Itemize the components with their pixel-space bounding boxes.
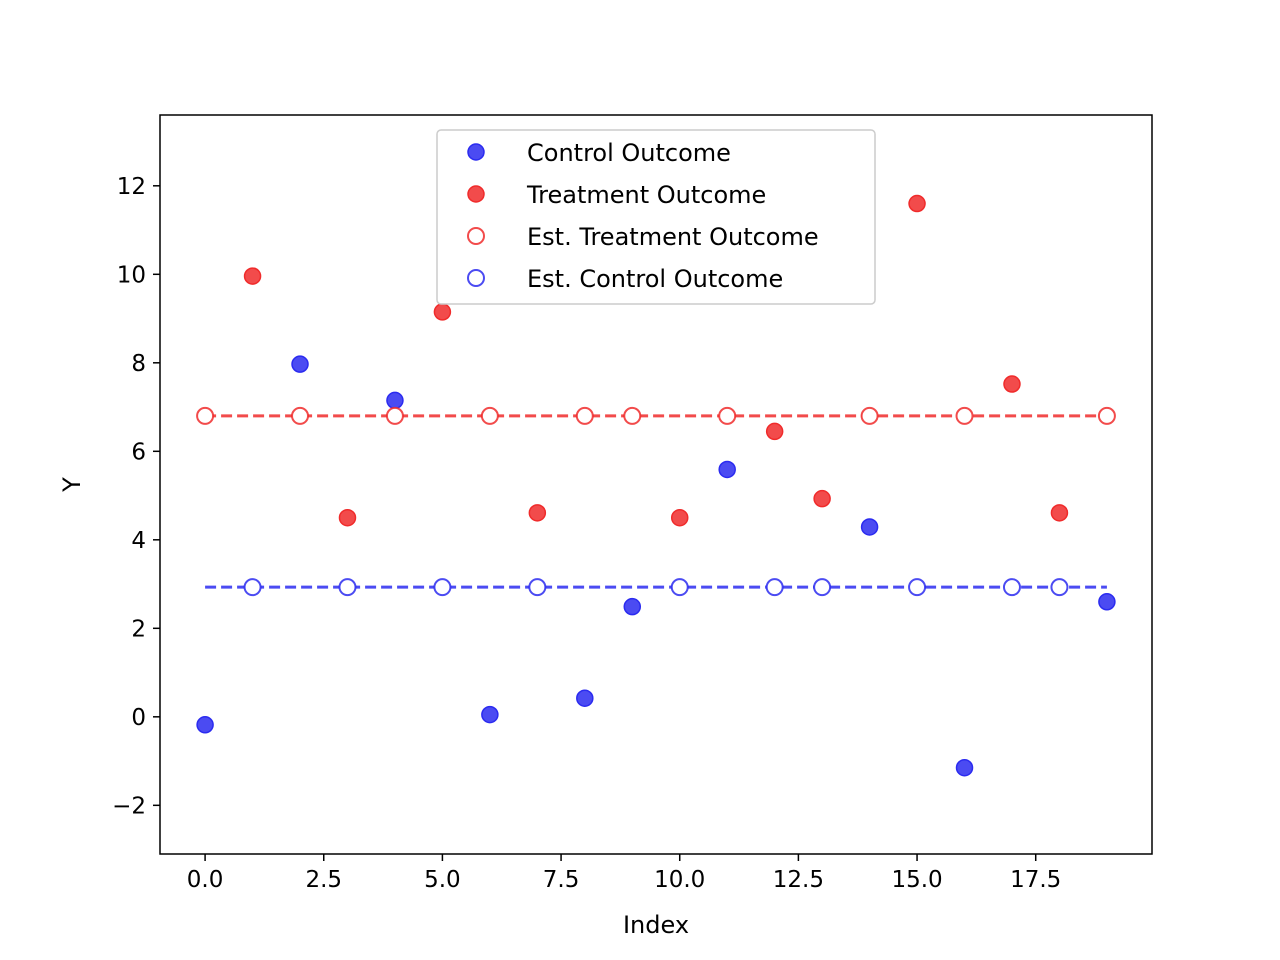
treatment-outcome-point — [338, 508, 357, 527]
y-axis-label: Y — [58, 477, 86, 493]
treatment-outcome-point — [765, 422, 784, 441]
treatment-outcome-point — [528, 504, 547, 522]
x-axis-label: Index — [623, 911, 689, 939]
treatment-outcome-point — [433, 303, 452, 321]
x-tick-label: 2.5 — [305, 867, 342, 893]
legend-marker-treatment-outcome — [467, 185, 485, 203]
est-treatment-outcome-point — [718, 406, 737, 425]
x-tick-label: 12.5 — [773, 867, 824, 893]
legend-label-est-treatment-outcome: Est. Treatment Outcome — [527, 223, 819, 251]
est-control-outcome-point — [1050, 578, 1069, 597]
control-outcome-point — [196, 716, 214, 734]
legend-marker-control-outcome — [467, 143, 485, 161]
est-treatment-outcome-point — [860, 406, 879, 425]
y-axis-ticks: −2 0 2 4 6 8 10 12 — [112, 174, 160, 819]
est-control-outcome-point — [338, 578, 357, 597]
treatment-outcome-point — [813, 489, 831, 508]
est-treatment-outcome-point — [291, 406, 310, 425]
treatment-outcome-point — [1050, 504, 1069, 522]
control-outcome-point — [386, 391, 404, 410]
x-tick-label: 17.5 — [1010, 867, 1061, 893]
est-control-outcome-point — [908, 578, 927, 597]
est-control-outcome-point — [670, 578, 689, 597]
plot-area-frame — [159, 114, 1153, 855]
est-control-outcome-point — [765, 578, 784, 597]
x-tick-label: 5.0 — [424, 867, 461, 893]
est-treatment-outcome-point — [196, 406, 215, 425]
control-outcome-point — [291, 355, 309, 373]
y-tick-label: 0 — [131, 705, 146, 731]
y-tick-label: 12 — [117, 174, 146, 200]
control-outcome-point — [576, 689, 594, 707]
x-tick-label: 10.0 — [654, 867, 705, 893]
est-treatment-outcome-point — [385, 406, 404, 425]
data-points — [196, 194, 1116, 777]
legend-marker-est-control-outcome — [467, 269, 485, 287]
y-tick-label: 6 — [131, 439, 146, 465]
treatment-outcome-point — [670, 508, 689, 527]
legend-marker-est-treatment-outcome — [467, 227, 485, 245]
est-control-outcome-point — [813, 578, 832, 597]
treatment-outcome-point — [908, 194, 926, 213]
x-tick-label: 7.5 — [543, 867, 580, 893]
legend-label-treatment-outcome: Treatment Outcome — [526, 181, 766, 209]
control-outcome-point — [481, 705, 499, 724]
est-treatment-outcome-point — [480, 406, 499, 425]
control-outcome-point — [718, 460, 736, 479]
est-control-outcome-point — [528, 578, 547, 597]
legend-label-est-control-outcome: Est. Control Outcome — [527, 265, 783, 293]
y-tick-label: 10 — [117, 262, 146, 288]
x-axis-ticks: 0.0 2.5 5.0 7.5 10.0 12.5 15.0 17.5 — [187, 854, 1061, 893]
legend-label-control-outcome: Control Outcome — [527, 139, 731, 167]
y-tick-label: 2 — [131, 616, 146, 642]
legend: Control Outcome Treatment Outcome Est. Tre… — [436, 129, 876, 305]
treatment-outcome-point — [1003, 375, 1021, 393]
x-tick-label: 0.0 — [187, 867, 224, 893]
est-control-outcome-point — [433, 578, 452, 597]
est-treatment-outcome-point — [575, 406, 594, 425]
est-treatment-outcome-point — [955, 406, 974, 425]
y-tick-label: −2 — [112, 793, 146, 819]
control-outcome-point — [623, 597, 642, 616]
est-treatment-outcome-point — [1097, 406, 1116, 425]
est-treatment-outcome-point — [623, 406, 642, 425]
x-tick-label: 15.0 — [891, 867, 942, 893]
treatment-outcome-point — [243, 267, 262, 285]
y-tick-label: 8 — [131, 351, 146, 377]
control-outcome-point — [860, 518, 879, 536]
est-control-outcome-point — [243, 578, 262, 597]
y-tick-label: 4 — [131, 528, 146, 554]
legend-box — [436, 129, 876, 305]
control-outcome-point — [1098, 593, 1116, 611]
est-control-outcome-point — [1002, 578, 1021, 597]
control-outcome-point — [955, 758, 974, 777]
